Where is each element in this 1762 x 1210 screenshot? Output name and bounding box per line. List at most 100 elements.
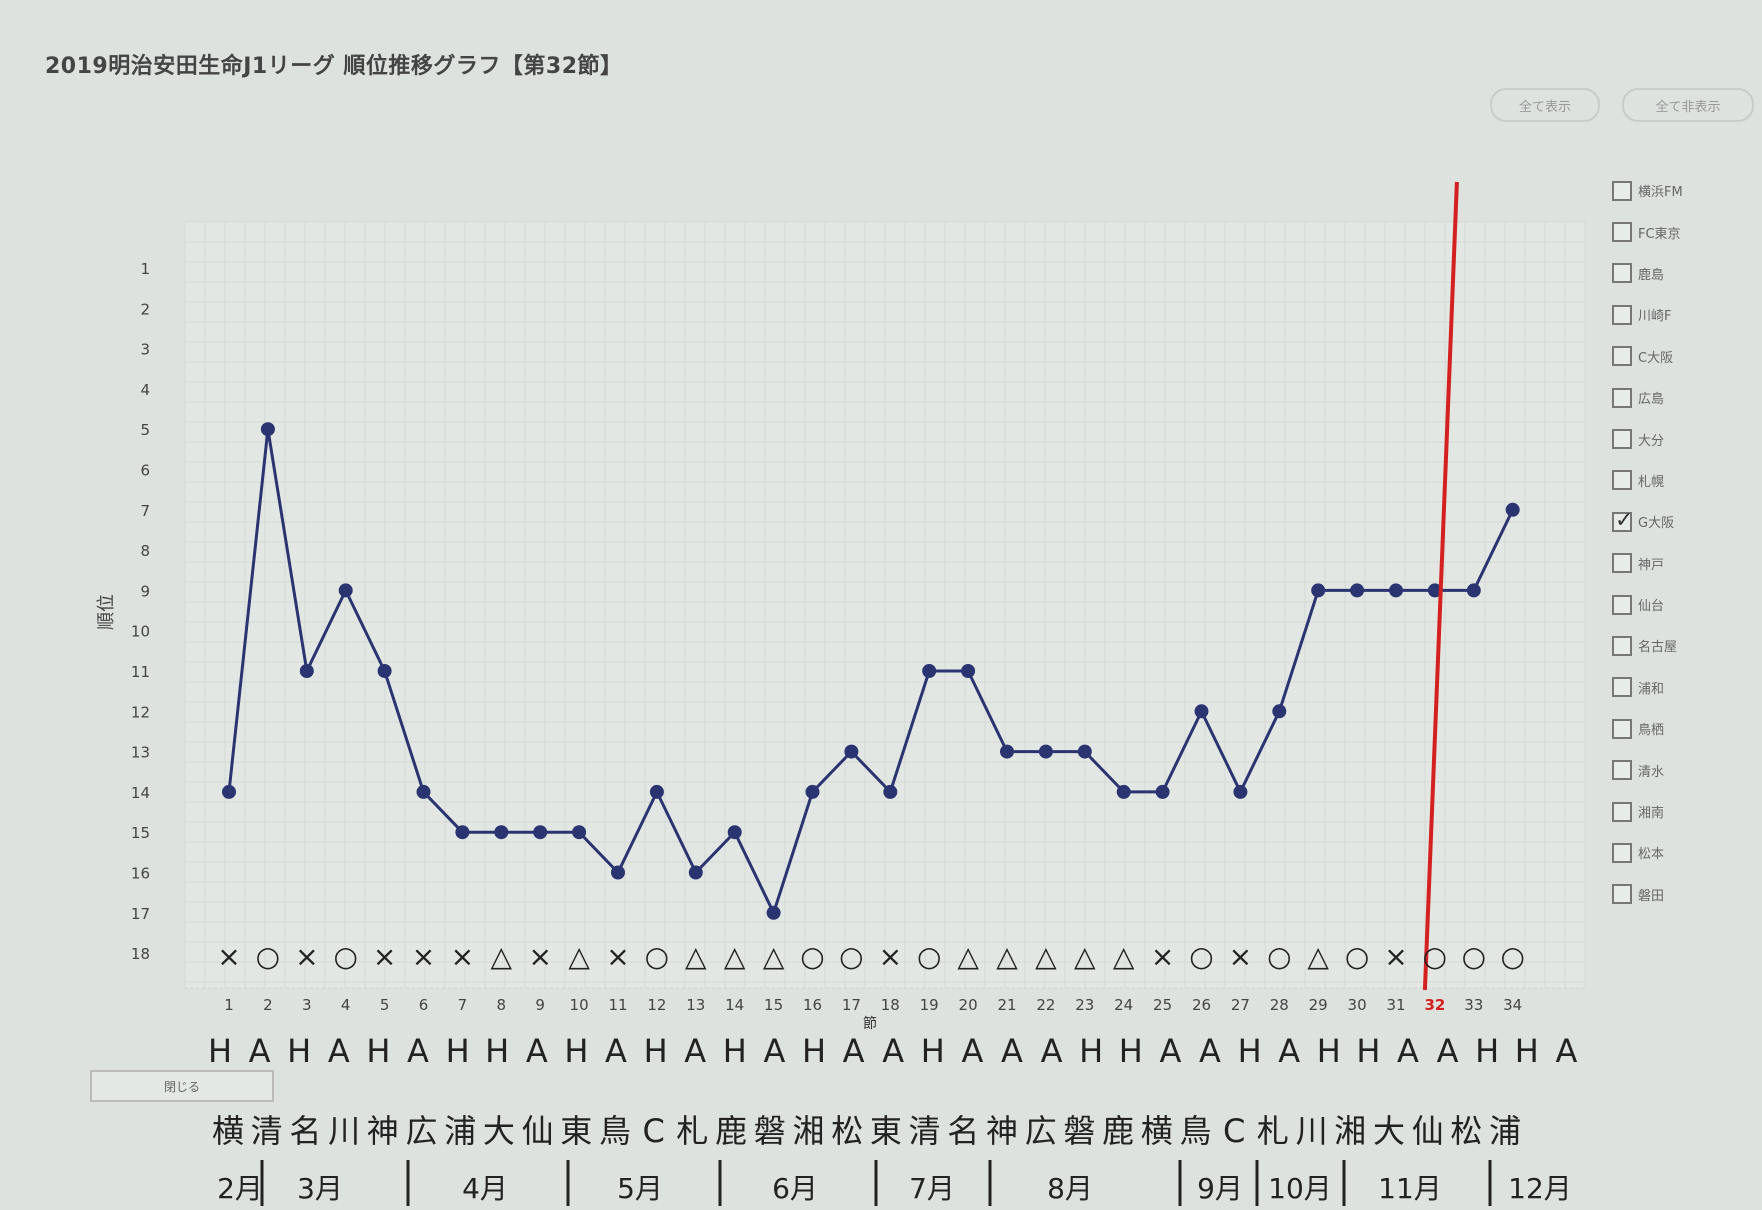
home-away-mark: A xyxy=(1041,1032,1063,1070)
team-checkbox[interactable] xyxy=(1612,346,1632,367)
legend-item[interactable]: 広島 xyxy=(1612,377,1683,418)
team-label: 湘南 xyxy=(1638,806,1665,822)
team-checkbox[interactable] xyxy=(1612,508,1633,533)
match-result: △ xyxy=(724,940,746,973)
home-away-mark: A xyxy=(763,1032,785,1070)
legend-item[interactable]: C大阪 xyxy=(1612,336,1683,377)
match-result: ○ xyxy=(839,940,863,973)
legend-item[interactable]: 湘南 xyxy=(1612,791,1683,832)
month-label: 7月 xyxy=(909,1172,955,1205)
data-point xyxy=(727,825,742,840)
data-point xyxy=(299,664,314,678)
team-checkbox[interactable] xyxy=(1612,553,1632,574)
data-point xyxy=(922,664,937,678)
legend-item[interactable]: 鳥栖 xyxy=(1612,708,1683,749)
data-point xyxy=(1155,784,1170,799)
y-tick-label: 18 xyxy=(131,945,150,963)
legend-item[interactable]: 大分 xyxy=(1612,418,1683,459)
team-checkbox[interactable] xyxy=(1612,180,1632,201)
legend-item[interactable]: 鹿島 xyxy=(1612,253,1683,294)
chart-title: 2019明治安田生命J1リーグ 順位推移グラフ【第32節】 xyxy=(45,54,623,79)
x-tick-label: 2 xyxy=(263,996,273,1014)
team-checkbox[interactable] xyxy=(1612,884,1632,905)
match-result: △ xyxy=(1113,940,1135,973)
y-tick-label: 14 xyxy=(131,784,150,802)
team-label: 仙台 xyxy=(1638,599,1665,615)
team-checkbox[interactable] xyxy=(1612,263,1632,284)
legend-item[interactable]: 磐田 xyxy=(1612,874,1683,915)
match-result: ○ xyxy=(1189,940,1213,973)
opponent-mark: C xyxy=(1223,1112,1245,1150)
y-tick-label: 10 xyxy=(131,623,150,641)
team-label: 札幌 xyxy=(1638,474,1665,490)
opponent-mark: 大 xyxy=(483,1112,515,1150)
team-checkbox[interactable] xyxy=(1612,635,1632,656)
match-result: × xyxy=(1384,940,1407,973)
x-tick-label: 22 xyxy=(1036,996,1055,1014)
opponent-mark: 磐 xyxy=(1063,1112,1095,1150)
y-tick-label: 17 xyxy=(131,905,150,923)
legend-item[interactable]: FC東京 xyxy=(1612,211,1683,252)
opponent-mark: 磐 xyxy=(754,1112,786,1150)
team-checkbox[interactable] xyxy=(1612,760,1632,781)
team-checkbox[interactable] xyxy=(1612,222,1632,243)
x-tick-label: 32 xyxy=(1424,996,1445,1014)
team-checkbox[interactable] xyxy=(1612,677,1632,698)
x-tick-label: 31 xyxy=(1386,996,1405,1014)
home-away-mark: A xyxy=(1159,1032,1181,1070)
home-away-mark: H xyxy=(921,1032,945,1070)
legend-item[interactable]: 横浜FM xyxy=(1612,170,1683,211)
team-label: 浦和 xyxy=(1638,681,1665,697)
data-point xyxy=(844,744,859,759)
data-point xyxy=(1389,583,1403,598)
legend-item[interactable]: G大阪 xyxy=(1612,501,1683,542)
y-tick-label: 1 xyxy=(140,260,150,278)
team-checkbox[interactable] xyxy=(1612,470,1632,491)
home-away-mark: A xyxy=(407,1032,429,1070)
opponent-mark: 浦 xyxy=(1489,1112,1521,1150)
home-away-mark: A xyxy=(1555,1032,1577,1070)
legend-item[interactable]: 松本 xyxy=(1612,832,1683,873)
legend-item[interactable]: 仙台 xyxy=(1612,584,1683,625)
legend-item[interactable]: 神戸 xyxy=(1612,543,1683,584)
close-button[interactable]: 閉じる xyxy=(90,1070,274,1102)
legend-item[interactable]: 名古屋 xyxy=(1612,625,1683,666)
legend-item[interactable]: 川崎F xyxy=(1612,294,1683,335)
month-label: 10月 xyxy=(1268,1172,1332,1205)
team-label: 磐田 xyxy=(1638,888,1665,904)
home-away-mark: A xyxy=(1001,1032,1023,1070)
data-point xyxy=(688,865,703,880)
y-tick-label: 4 xyxy=(140,381,150,399)
data-point xyxy=(1272,704,1287,719)
team-checkbox[interactable] xyxy=(1612,801,1632,822)
month-label: 6月 xyxy=(772,1172,818,1205)
x-tick-label: 14 xyxy=(725,996,744,1014)
opponent-mark: 清 xyxy=(909,1112,941,1150)
opponent-mark: 鳥 xyxy=(1179,1112,1211,1150)
match-result: ○ xyxy=(256,940,280,973)
team-checkbox[interactable] xyxy=(1612,387,1632,408)
y-tick-label: 6 xyxy=(140,462,150,480)
show-all-button[interactable]: 全て表示 xyxy=(1490,88,1600,122)
team-checkbox[interactable] xyxy=(1612,304,1632,325)
match-result: × xyxy=(528,940,551,973)
legend-item[interactable]: 清水 xyxy=(1612,749,1683,790)
home-away-mark: A xyxy=(526,1032,548,1070)
home-away-mark: H xyxy=(644,1032,668,1070)
month-label: 9月 xyxy=(1197,1172,1243,1205)
data-point xyxy=(338,583,353,598)
match-result: △ xyxy=(1307,940,1329,973)
data-point xyxy=(494,825,509,840)
match-result: × xyxy=(606,940,629,973)
legend-item[interactable]: 浦和 xyxy=(1612,667,1683,708)
team-checkbox[interactable] xyxy=(1612,429,1632,450)
opponent-mark: 湘 xyxy=(1334,1112,1366,1150)
legend-item[interactable]: 札幌 xyxy=(1612,460,1683,501)
x-tick-label: 33 xyxy=(1464,996,1483,1014)
data-point xyxy=(1311,583,1326,598)
data-point xyxy=(1194,704,1209,719)
team-checkbox[interactable] xyxy=(1612,594,1632,615)
team-checkbox[interactable] xyxy=(1612,842,1632,863)
hide-all-button[interactable]: 全て非表示 xyxy=(1622,88,1754,122)
team-checkbox[interactable] xyxy=(1612,718,1632,739)
